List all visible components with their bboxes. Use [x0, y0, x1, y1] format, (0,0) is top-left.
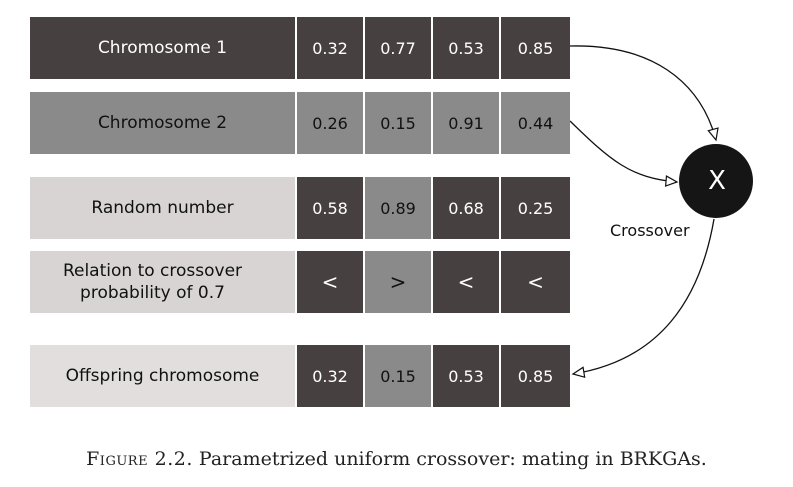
relation-label-line-2: probability of 0.7	[80, 283, 225, 303]
figure-caption: Figure 2.2. Parametrized uniform crossov…	[0, 448, 793, 470]
random-number-label-text: Random number	[91, 198, 234, 218]
relation-2: >	[365, 251, 431, 313]
figure-number: Figure 2.2.	[86, 448, 193, 470]
chromosome-1-gene-3: 0.53	[433, 17, 499, 79]
chromosome-1-label: Chromosome 1	[30, 17, 295, 79]
crossover-label: Crossover	[610, 221, 690, 240]
random-number-3: 0.68	[433, 177, 499, 239]
arrow-chromosome2-to-crossover	[569, 120, 679, 187]
arrow-chromosome1-to-crossover	[569, 45, 719, 142]
chromosome-1-label-text: Chromosome 1	[97, 38, 228, 58]
crossover-symbol: X	[708, 166, 726, 196]
offspring-gene-4: 0.85	[501, 345, 570, 407]
random-number-4: 0.25	[501, 177, 570, 239]
chromosome-1-gene-2: 0.77	[365, 17, 431, 79]
relation-label-line-1: Relation to crossover	[62, 261, 243, 281]
relation-label: Relation to crossover probability of 0.7	[30, 251, 295, 313]
chromosome-2-label: Chromosome 2	[30, 92, 295, 154]
random-number-1: 0.58	[297, 177, 363, 239]
random-number-label: Random number	[30, 177, 295, 239]
chromosome-2-label-text: Chromosome 2	[97, 113, 228, 133]
relation-3: <	[433, 251, 499, 313]
offspring-gene-3: 0.53	[433, 345, 499, 407]
offspring-chromosome-label-text: Offspring chromosome	[65, 366, 260, 386]
relation-4: <	[501, 251, 570, 313]
crossover-node	[679, 144, 753, 218]
chromosome-2-gene-2: 0.15	[365, 92, 431, 154]
chromosome-2-gene-1: 0.26	[297, 92, 363, 154]
random-number-2: 0.89	[365, 177, 431, 239]
offspring-gene-2: 0.15	[365, 345, 431, 407]
chromosome-1-gene-1: 0.32	[297, 17, 363, 79]
offspring-gene-1: 0.32	[297, 345, 363, 407]
relation-1: <	[297, 251, 363, 313]
chromosome-1-gene-4: 0.85	[501, 17, 570, 79]
chromosome-2-gene-4: 0.44	[501, 92, 570, 154]
offspring-chromosome-label: Offspring chromosome	[30, 345, 295, 407]
figure-caption-text: Parametrized uniform crossover: mating i…	[198, 448, 707, 470]
arrow-crossover-to-offspring	[571, 218, 715, 379]
chromosome-2-gene-3: 0.91	[433, 92, 499, 154]
